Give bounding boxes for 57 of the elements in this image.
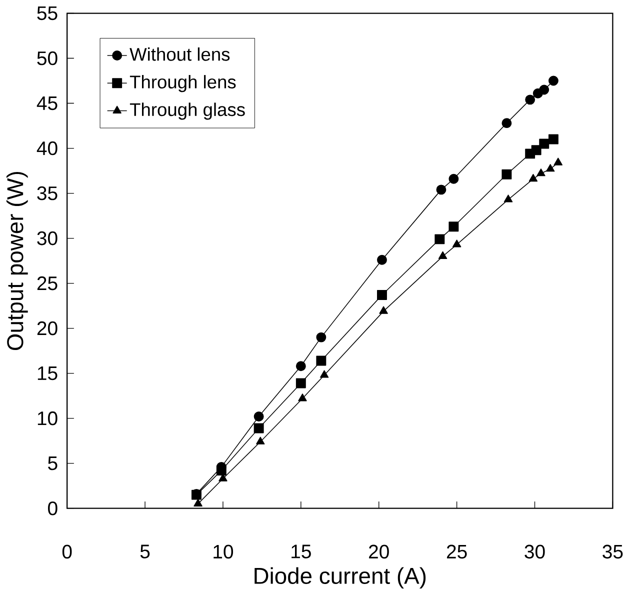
x-tick-label: 5 — [140, 544, 150, 558]
point — [448, 174, 459, 184]
y-tick-label: 5 — [48, 456, 58, 470]
point — [296, 361, 306, 372]
point — [296, 378, 306, 388]
x-tick-label: 10 — [214, 544, 234, 559]
y-tick-label: 45 — [36, 96, 58, 110]
point — [316, 332, 326, 342]
x-axis-title: Diode current (A) — [254, 567, 426, 589]
y-axis-title: Output power (W) — [6, 172, 28, 350]
x-tick-label: 35 — [602, 544, 623, 559]
point — [539, 138, 550, 149]
y-tick-label: 40 — [36, 141, 58, 156]
x-tick-label: 20 — [369, 544, 389, 559]
point — [379, 306, 388, 314]
point — [539, 84, 550, 95]
point — [320, 370, 329, 378]
y-tick-label: 35 — [37, 186, 58, 200]
x-tick-label: 30 — [524, 544, 545, 559]
point — [448, 222, 459, 232]
point — [548, 76, 558, 86]
point — [525, 94, 536, 105]
point — [554, 158, 562, 166]
point — [546, 164, 555, 172]
point — [438, 251, 448, 259]
point — [254, 423, 264, 434]
point — [504, 194, 513, 202]
x-tick-label: 25 — [446, 544, 467, 559]
point — [377, 290, 387, 300]
point — [194, 498, 202, 507]
y-tick-label: 55 — [37, 6, 58, 20]
point — [377, 254, 387, 265]
legend-label: Through lens — [130, 75, 236, 92]
point — [502, 118, 512, 128]
point — [548, 134, 558, 144]
x-tick-label: 15 — [292, 544, 311, 558]
y-tick-label: 50 — [37, 51, 58, 66]
point — [434, 234, 445, 244]
y-tick-label: 10 — [38, 411, 58, 426]
point — [254, 412, 264, 422]
point — [316, 356, 326, 366]
point — [256, 436, 265, 444]
y-tick-label: 30 — [37, 231, 58, 246]
legend-label: Without lens — [130, 47, 230, 61]
point — [436, 184, 446, 195]
point — [502, 169, 512, 180]
legend-label: Through glass — [130, 102, 245, 120]
y-tick-label: 20 — [37, 321, 58, 336]
point — [298, 394, 307, 402]
y-tick-label: 0 — [48, 501, 58, 516]
point — [528, 174, 538, 182]
point — [536, 168, 546, 176]
point — [452, 240, 462, 248]
y-tick-label: 25 — [37, 276, 58, 290]
y-tick-label: 15 — [38, 366, 58, 380]
point — [531, 145, 542, 156]
x-tick-label: 0 — [62, 544, 72, 559]
